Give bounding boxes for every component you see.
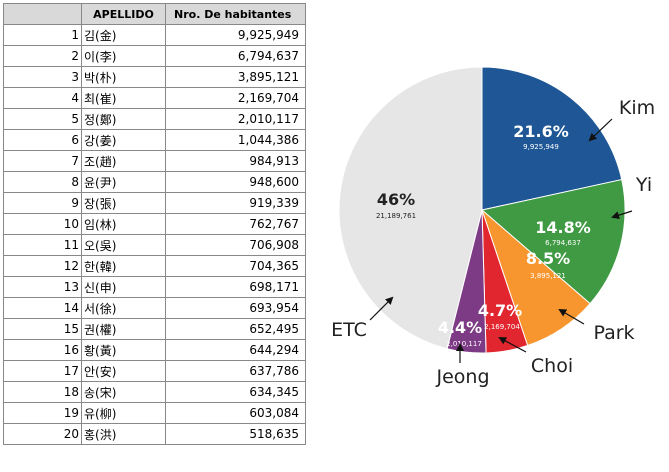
slice-name-label-kim: Kim [619,97,655,119]
table-row: 15 권(權) 652,495 [3,318,306,340]
slice-name-label-yi: Yi [635,174,652,196]
table-row: 18 송(宋) 634,345 [3,381,306,403]
cell-population: 3,895,121 [165,66,306,88]
cell-population: 706,908 [165,234,306,256]
table-row: 12 한(韓) 704,365 [3,255,306,277]
slice-value-label-etc: 21,189,761 [376,212,416,220]
pie-slice-kim [481,66,623,211]
cell-population: 644,294 [165,339,306,361]
slice-name-label-etc: ETC [331,319,367,341]
cell-population: 762,767 [165,213,306,235]
pie-slice-yi [480,178,626,305]
cell-rank: 19 [3,402,82,424]
table-row: 13 신(申) 698,171 [3,276,306,298]
cell-population: 1,044,386 [165,129,306,151]
slice-name-label-choi: Choi [531,355,573,377]
slice-value-label-park: 3,895,121 [530,272,566,280]
callout-arrow-yi [611,210,633,220]
cell-surname: 신(申) [81,276,166,298]
cell-rank: 20 [3,423,82,445]
cell-rank: 10 [3,213,82,235]
slice-value-label-kim: 9,925,949 [523,143,559,151]
table-row: 11 오(吳) 706,908 [3,234,306,256]
cell-surname: 서(徐) [81,297,166,319]
cell-population: 652,495 [165,318,306,340]
cell-population: 518,635 [165,423,306,445]
cell-population: 948,600 [165,171,306,193]
table-row: 19 유(柳) 603,084 [3,402,306,424]
cell-surname: 윤(尹) [81,171,166,193]
cell-population: 919,339 [165,192,306,214]
table-row: 6 강(姜) 1,044,386 [3,129,306,151]
slice-name-label-jeong: Jeong [435,366,489,388]
cell-surname: 유(柳) [81,402,166,424]
cell-population: 637,786 [165,360,306,382]
slice-percent-label-etc: 46% [377,190,415,209]
cell-population: 704,365 [165,255,306,277]
cell-surname: 송(宋) [81,381,166,403]
header-surname: APELLIDO [81,3,166,25]
slice-percent-label-park: 8.5% [526,249,570,268]
cell-surname: 오(吳) [81,234,166,256]
callout-arrow-park [558,308,585,325]
pie-slice-etc [338,66,483,350]
slice-name-label-park: Park [593,322,634,344]
slice-percent-label-jeong: 4.4% [438,318,482,337]
slice-percent-label-kim: 21.6% [513,122,569,141]
cell-population: 634,345 [165,381,306,403]
slice-value-label-jeong: 2,010,117 [446,340,482,348]
table-row: 16 황(黃) 644,294 [3,339,306,361]
table-row: 17 안(安) 637,786 [3,360,306,382]
callout-arrow-choi [498,337,527,353]
cell-rank: 14 [3,297,82,319]
header-rank [3,3,82,25]
callout-arrow-kim [588,118,613,142]
callout-arrow-etc [369,296,394,321]
slice-value-label-yi: 6,794,637 [545,239,581,247]
table-row: 20 홍(洪) 518,635 [3,423,306,445]
surname-table: APELLIDO Nro. De habitantes 1 김(金) 9,925,9… [3,3,306,445]
cell-surname: 안(安) [81,360,166,382]
slice-value-label-choi: 2,169,704 [484,323,520,331]
surname-table-container: APELLIDO Nro. De habitantes 1 김(金) 9,925,9… [3,3,306,445]
cell-surname: 이(李) [81,45,166,67]
slice-percent-label-choi: 4.7% [478,301,522,320]
cell-surname: 홍(洪) [81,423,166,445]
table-row: 7 조(趙) 984,913 [3,150,306,172]
table-body: 1 김(金) 9,925,949 2 이(李) 6,794,637 3 박(朴) 3,895,1… [3,24,306,445]
table-row: 10 임(林) 762,767 [3,213,306,235]
table-row: 8 윤(尹) 948,600 [3,171,306,193]
slice-percent-label-yi: 14.8% [535,218,591,237]
